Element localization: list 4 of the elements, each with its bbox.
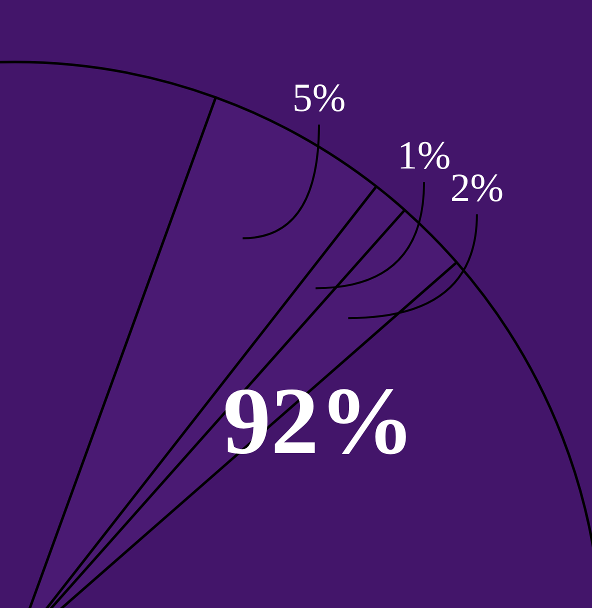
data-label: 92% [222, 366, 415, 474]
data-label: 2% [450, 164, 504, 210]
data-label: 5% [292, 75, 346, 120]
data-label: 1% [397, 132, 451, 178]
